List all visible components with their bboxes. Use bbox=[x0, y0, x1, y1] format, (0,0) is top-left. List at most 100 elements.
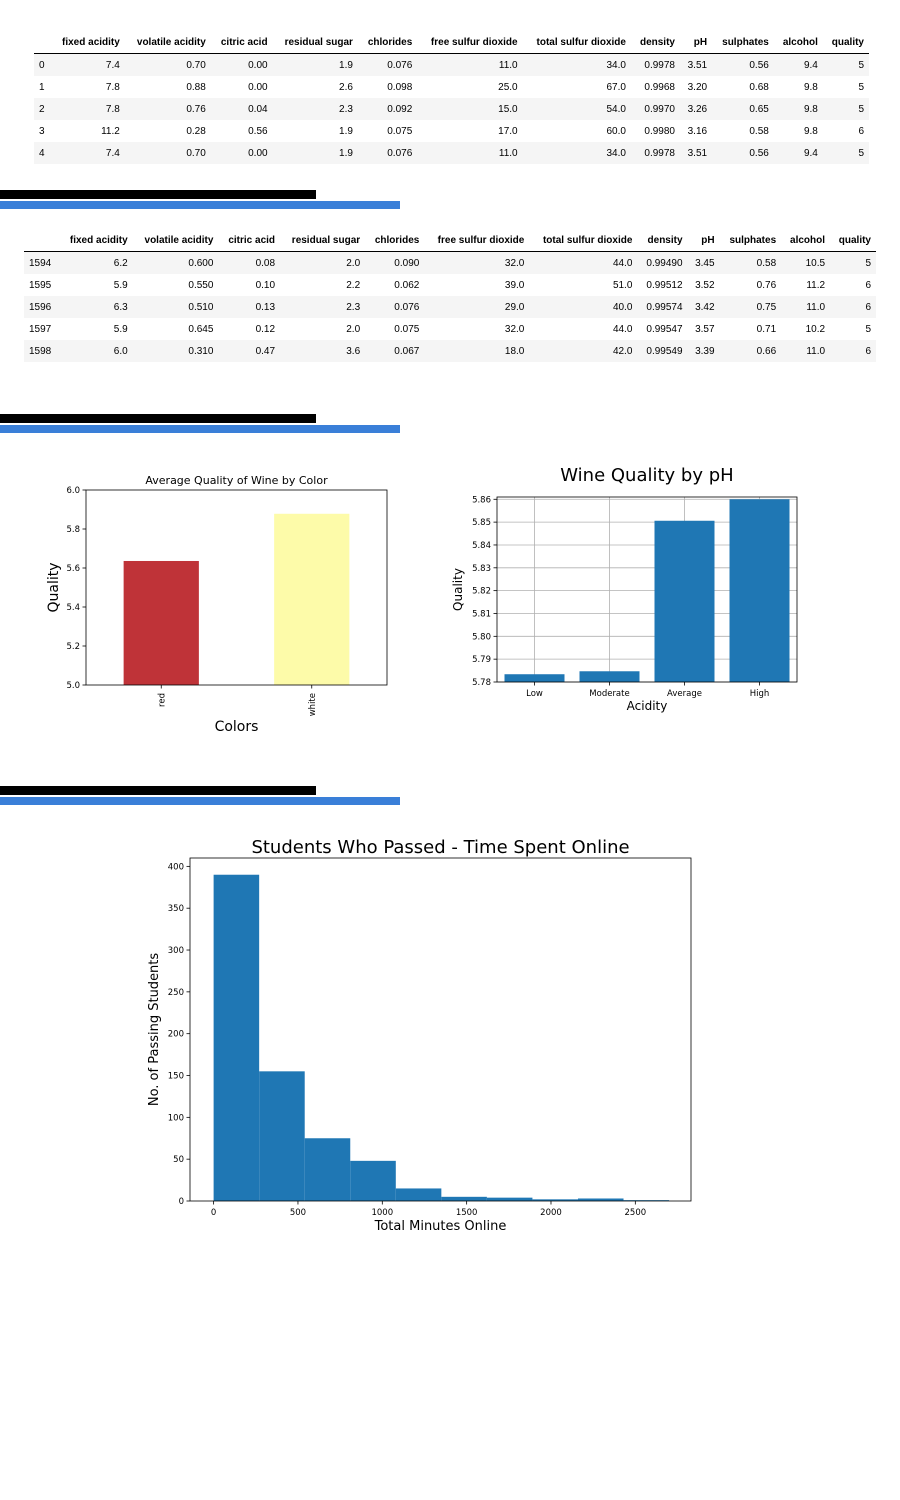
plot-frame bbox=[189, 857, 692, 1202]
table-cell: 0.600 bbox=[132, 251, 219, 274]
histogram-bar bbox=[532, 1199, 578, 1201]
table-cell: 1.9 bbox=[272, 53, 358, 76]
y-tick-label: 5.86 bbox=[472, 495, 491, 505]
column-header: pH bbox=[679, 32, 713, 54]
y-tick-label: 6.0 bbox=[66, 486, 80, 496]
y-tick-label: 200 bbox=[168, 1030, 184, 1040]
x-tick-label: Moderate bbox=[589, 689, 629, 699]
table-cell: 5.9 bbox=[113, 323, 128, 335]
y-tick-label: 5.78 bbox=[472, 678, 491, 688]
table-cell: 10.2 bbox=[805, 323, 826, 335]
column-header: alcohol bbox=[773, 32, 823, 54]
table-cell: 6 bbox=[830, 296, 876, 318]
table-cell: 0.76 bbox=[124, 98, 211, 120]
column-header: volatile acidity bbox=[124, 32, 211, 54]
x-axis-label: Colors bbox=[215, 719, 259, 735]
histogram-bar bbox=[395, 1188, 442, 1201]
column-header: free sulfur dioxide bbox=[424, 230, 530, 252]
table-cell: 0.56 bbox=[712, 142, 774, 164]
table-cell: 60.0 bbox=[606, 125, 626, 137]
y-tick-label: 5.80 bbox=[472, 632, 491, 642]
y-tick-label: 5.2 bbox=[66, 642, 80, 652]
table-cell: 0.090 bbox=[365, 251, 425, 274]
y-tick-label: 100 bbox=[168, 1113, 184, 1123]
column-header: volatile acidity bbox=[132, 230, 219, 252]
table-cell: 0.99512 bbox=[646, 279, 683, 291]
x-tick-label: 2000 bbox=[540, 1208, 562, 1218]
table-cell: 6.3 bbox=[59, 296, 133, 318]
column-header: density bbox=[637, 230, 688, 252]
table-cell: 25.0 bbox=[498, 81, 518, 93]
table-cell: 0.58 bbox=[719, 251, 782, 274]
plot-frame bbox=[85, 489, 388, 686]
table-header-row: fixed acidity volatile acidity citric acid… bbox=[24, 230, 876, 252]
row-index: 1598 bbox=[24, 340, 60, 362]
table-cell: 6 bbox=[858, 125, 864, 137]
table-cell: 44.0 bbox=[529, 251, 638, 274]
table-cell: 0.098 bbox=[387, 81, 413, 93]
y-tick-label: 5.85 bbox=[472, 518, 491, 528]
table-cell: 0.58 bbox=[749, 125, 769, 137]
y-tick-label: 5.81 bbox=[472, 609, 491, 619]
table-cell: 0.076 bbox=[357, 142, 418, 164]
table-cell: 11.2 bbox=[101, 125, 120, 137]
y-tick-label: 5.6 bbox=[66, 564, 80, 574]
table-cell: 0.08 bbox=[218, 251, 281, 274]
row-index: 2 bbox=[34, 98, 51, 120]
table-cell: 11.0 bbox=[417, 53, 523, 76]
table-cell: 5 bbox=[822, 98, 869, 120]
table-cell: 11.0 bbox=[781, 296, 831, 318]
plot-frame bbox=[496, 496, 798, 683]
table-cell: 0.75 bbox=[719, 296, 782, 318]
table-cell: 3.6 bbox=[280, 340, 366, 362]
table-cell: 7.4 bbox=[50, 53, 125, 76]
table-cell: 0.68 bbox=[749, 81, 769, 93]
index-header bbox=[34, 32, 51, 54]
table-cell: 9.8 bbox=[773, 98, 823, 120]
table-cell: 2.0 bbox=[280, 251, 366, 274]
table-cell: 5 bbox=[822, 53, 869, 76]
row-index: 0 bbox=[34, 53, 51, 76]
table-cell: 0.65 bbox=[712, 98, 774, 120]
table-cell: 34.0 bbox=[522, 142, 631, 164]
table-cell: 3.52 bbox=[695, 279, 715, 291]
table-cell: 3.45 bbox=[687, 251, 720, 274]
table-cell: 2.6 bbox=[339, 81, 353, 93]
table-cell: 15.0 bbox=[417, 98, 523, 120]
table-cell: 0.9980 bbox=[644, 125, 675, 137]
table-cell: 3.57 bbox=[695, 323, 715, 335]
table-cell: 2.3 bbox=[280, 296, 366, 318]
table-row: 3 11.2 0.28 0.56 1.9 0.075 17.0 60.0 0.9980 3.16 0… bbox=[34, 120, 869, 142]
table-cell: 29.0 bbox=[424, 296, 530, 318]
table-cell: 0.9978 bbox=[630, 53, 680, 76]
table-cell: 0.13 bbox=[218, 296, 281, 318]
table-cell: 0.04 bbox=[210, 98, 273, 120]
table-row: 1598 6.0 0.310 0.47 3.6 0.067 18.0 42.0 0.99549 3… bbox=[24, 340, 876, 362]
table-cell: 0.56 bbox=[248, 125, 268, 137]
column-header: citric acid bbox=[210, 32, 273, 54]
column-header: citric acid bbox=[218, 230, 281, 252]
table-cell: 3.39 bbox=[687, 340, 720, 362]
table-cell: 10.5 bbox=[781, 251, 831, 274]
table-row: 0 7.4 0.70 0.00 1.9 0.076 11.0 34.0 0.9978 3.51 0.… bbox=[34, 53, 869, 76]
table-cell: 0.28 bbox=[186, 125, 206, 137]
table-row: 1597 5.9 0.645 0.12 2.0 0.075 32.0 44.0 0.99547 3… bbox=[24, 318, 876, 340]
table-cell: 0.076 bbox=[365, 296, 425, 318]
table-cell: 11.2 bbox=[806, 279, 826, 291]
y-axis-label: Quality bbox=[46, 562, 62, 612]
table-cell: 0.550 bbox=[188, 279, 214, 291]
table-cell: 0.10 bbox=[255, 279, 276, 291]
y-tick-label: 0 bbox=[179, 1197, 184, 1207]
table-cell: 0.075 bbox=[387, 125, 413, 137]
table-cell: 32.0 bbox=[424, 251, 530, 274]
table-cell: 3.42 bbox=[687, 296, 720, 318]
table-cell: 39.0 bbox=[504, 279, 525, 291]
column-header: quality bbox=[822, 32, 869, 54]
table-cell: 9.8 bbox=[803, 125, 818, 137]
table-cell: 42.0 bbox=[529, 340, 638, 362]
column-header: pH bbox=[687, 230, 720, 252]
table-cell: 17.0 bbox=[498, 125, 518, 137]
histogram-bar bbox=[486, 1197, 533, 1201]
time-online-histogram: 0 50 100 150 200 250 300 350 400 0 500 1000 1500 2000… bbox=[147, 837, 692, 1234]
bar-high bbox=[729, 499, 790, 682]
